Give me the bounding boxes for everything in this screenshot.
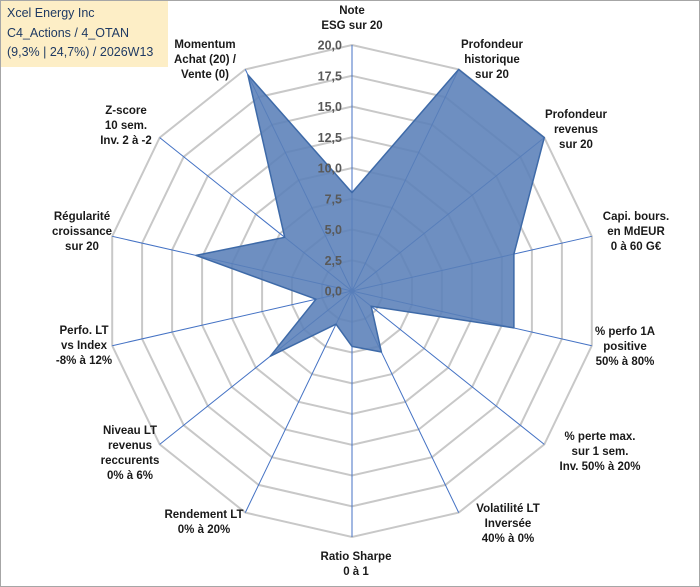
tick-label: 17,5 — [318, 69, 342, 83]
period-info: (9,3% | 24,7%) / 2026W13 — [7, 45, 154, 59]
radar-series — [195, 68, 546, 357]
category-label: Profondeur revenus sur 20 — [545, 109, 607, 151]
category-label: % perfo 1A positive 50% à 80% — [595, 326, 655, 368]
tick-label: 7,5 — [325, 192, 342, 206]
tick-label: 12,5 — [318, 131, 342, 145]
series-area — [195, 68, 546, 357]
tick-label: 5,0 — [325, 223, 342, 237]
tick-label: 15,0 — [318, 100, 342, 114]
category-label: Perfo. LT vs Index -8% à 12% — [56, 325, 112, 367]
category-label: Régularité croissance sur 20 — [52, 211, 112, 253]
radar-spoke — [351, 290, 545, 445]
radar-spoke — [112, 290, 353, 347]
category-label: Ratio Sharpe 0 à 1 — [321, 551, 392, 578]
category-label: Rendement LT 0% à 20% — [164, 509, 243, 536]
category-label: % perte max. sur 1 sem. Inv. 50% à 20% — [560, 431, 641, 473]
radial-tick-labels: 0,0 2,5 5,0 7,5 10,0 12,5 15,0 17,5 20,0 — [318, 39, 342, 299]
tick-label: 20,0 — [318, 39, 342, 53]
category-label: Profondeur historique sur 20 — [461, 39, 523, 81]
portfolio-path: C4_Actions / 4_OTAN — [7, 25, 130, 40]
category-label: Momentum Achat (20) / Vente (0) — [174, 39, 237, 81]
category-label: Z-score 10 sem. Inv. 2 à -2 — [100, 105, 152, 147]
tick-label: 0,0 — [325, 285, 342, 299]
category-labels: Note ESG sur 20 Profondeur historique sur 20… — [52, 5, 669, 578]
category-label: Capi. bours. en MdEUR 0 à 60 G€ — [603, 211, 669, 253]
category-label: Note ESG sur 20 — [321, 5, 382, 32]
company-name: Xcel Energy Inc — [7, 6, 95, 20]
radar-spoke — [244, 290, 353, 513]
category-label: Niveau LT revenus reccurents 0% à 6% — [101, 425, 160, 482]
chart-title-box: Xcel Energy Inc C4_Actions / 4_OTAN (9,3… — [1, 1, 168, 67]
tick-label: 10,0 — [318, 162, 342, 176]
tick-label: 2,5 — [325, 254, 342, 268]
category-label: Volatilité LT Inversée 40% à 0% — [476, 503, 539, 545]
